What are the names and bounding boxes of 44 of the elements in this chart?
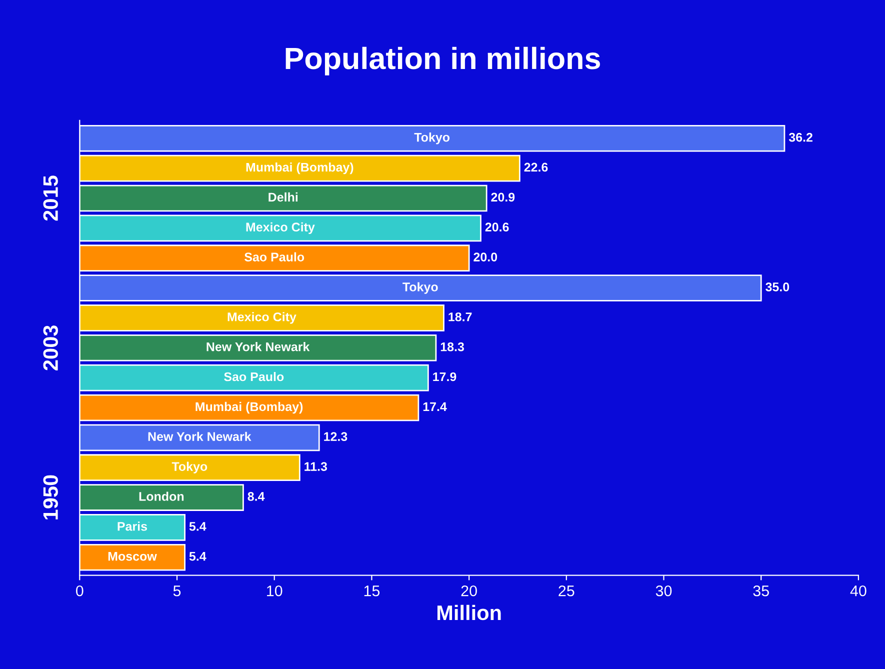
- y-tick-label: Mumbai (Bombay): [196, 402, 303, 414]
- data-label: 18.7: [448, 312, 472, 322]
- x-tick-label: 35: [753, 585, 769, 596]
- y-tick-label: Delhi: [268, 192, 298, 202]
- chart-title: Population in millions: [286, 46, 600, 76]
- data-label: 20.9: [491, 192, 515, 202]
- data-label: 17.9: [433, 372, 456, 382]
- data-label: 18.3: [440, 342, 464, 352]
- x-tick-label: 0: [76, 585, 84, 596]
- x-tick-label: 15: [364, 586, 380, 596]
- text: 2003: [43, 325, 58, 370]
- data-label: 8.4: [248, 492, 265, 501]
- y-tick-label: Mumbai (Bombay): [246, 162, 354, 174]
- data-label: 11.3: [304, 462, 328, 471]
- y-tick-label: London: [139, 492, 184, 501]
- text: 2015: [43, 176, 58, 221]
- x-tick-label: 30: [656, 585, 672, 596]
- y-tick-label: Tokyo: [172, 462, 208, 474]
- x-tick-label: 40: [850, 585, 866, 596]
- y-tick-label: Moscow: [108, 552, 157, 561]
- data-label: 17.4: [423, 402, 447, 411]
- y-tick-label: Paris: [118, 522, 147, 531]
- data-label: 20.0: [474, 252, 498, 262]
- x-tick-label: 10: [267, 585, 282, 596]
- y-tick-label: Mexico City: [246, 222, 315, 234]
- y-tick-label: Sao Paulo: [244, 252, 304, 262]
- data-label: 12.3: [324, 432, 348, 442]
- data-label: 36.2: [788, 132, 812, 142]
- y-tick-label: Tokyo: [414, 132, 450, 144]
- x-tick-label: 25: [558, 585, 574, 596]
- y-tick-label: New York Newark: [206, 342, 310, 352]
- x-tick-label: 5: [173, 586, 181, 596]
- x-tick-label: 20: [461, 585, 477, 596]
- data-label: 20.6: [485, 222, 509, 232]
- x-axis-title: Million: [437, 604, 501, 620]
- data-label: 22.6: [524, 162, 548, 172]
- y-tick-label: Sao Paulo: [224, 372, 284, 382]
- data-label: 5.4: [189, 552, 206, 561]
- y-tick-label: Mexico City: [228, 312, 296, 324]
- text: 1950: [43, 475, 58, 520]
- y-tick-label: New York Newark: [148, 432, 252, 442]
- data-label: 5.4: [189, 522, 206, 531]
- data-label: 35.0: [766, 282, 790, 292]
- y-tick-label: Tokyo: [402, 282, 438, 294]
